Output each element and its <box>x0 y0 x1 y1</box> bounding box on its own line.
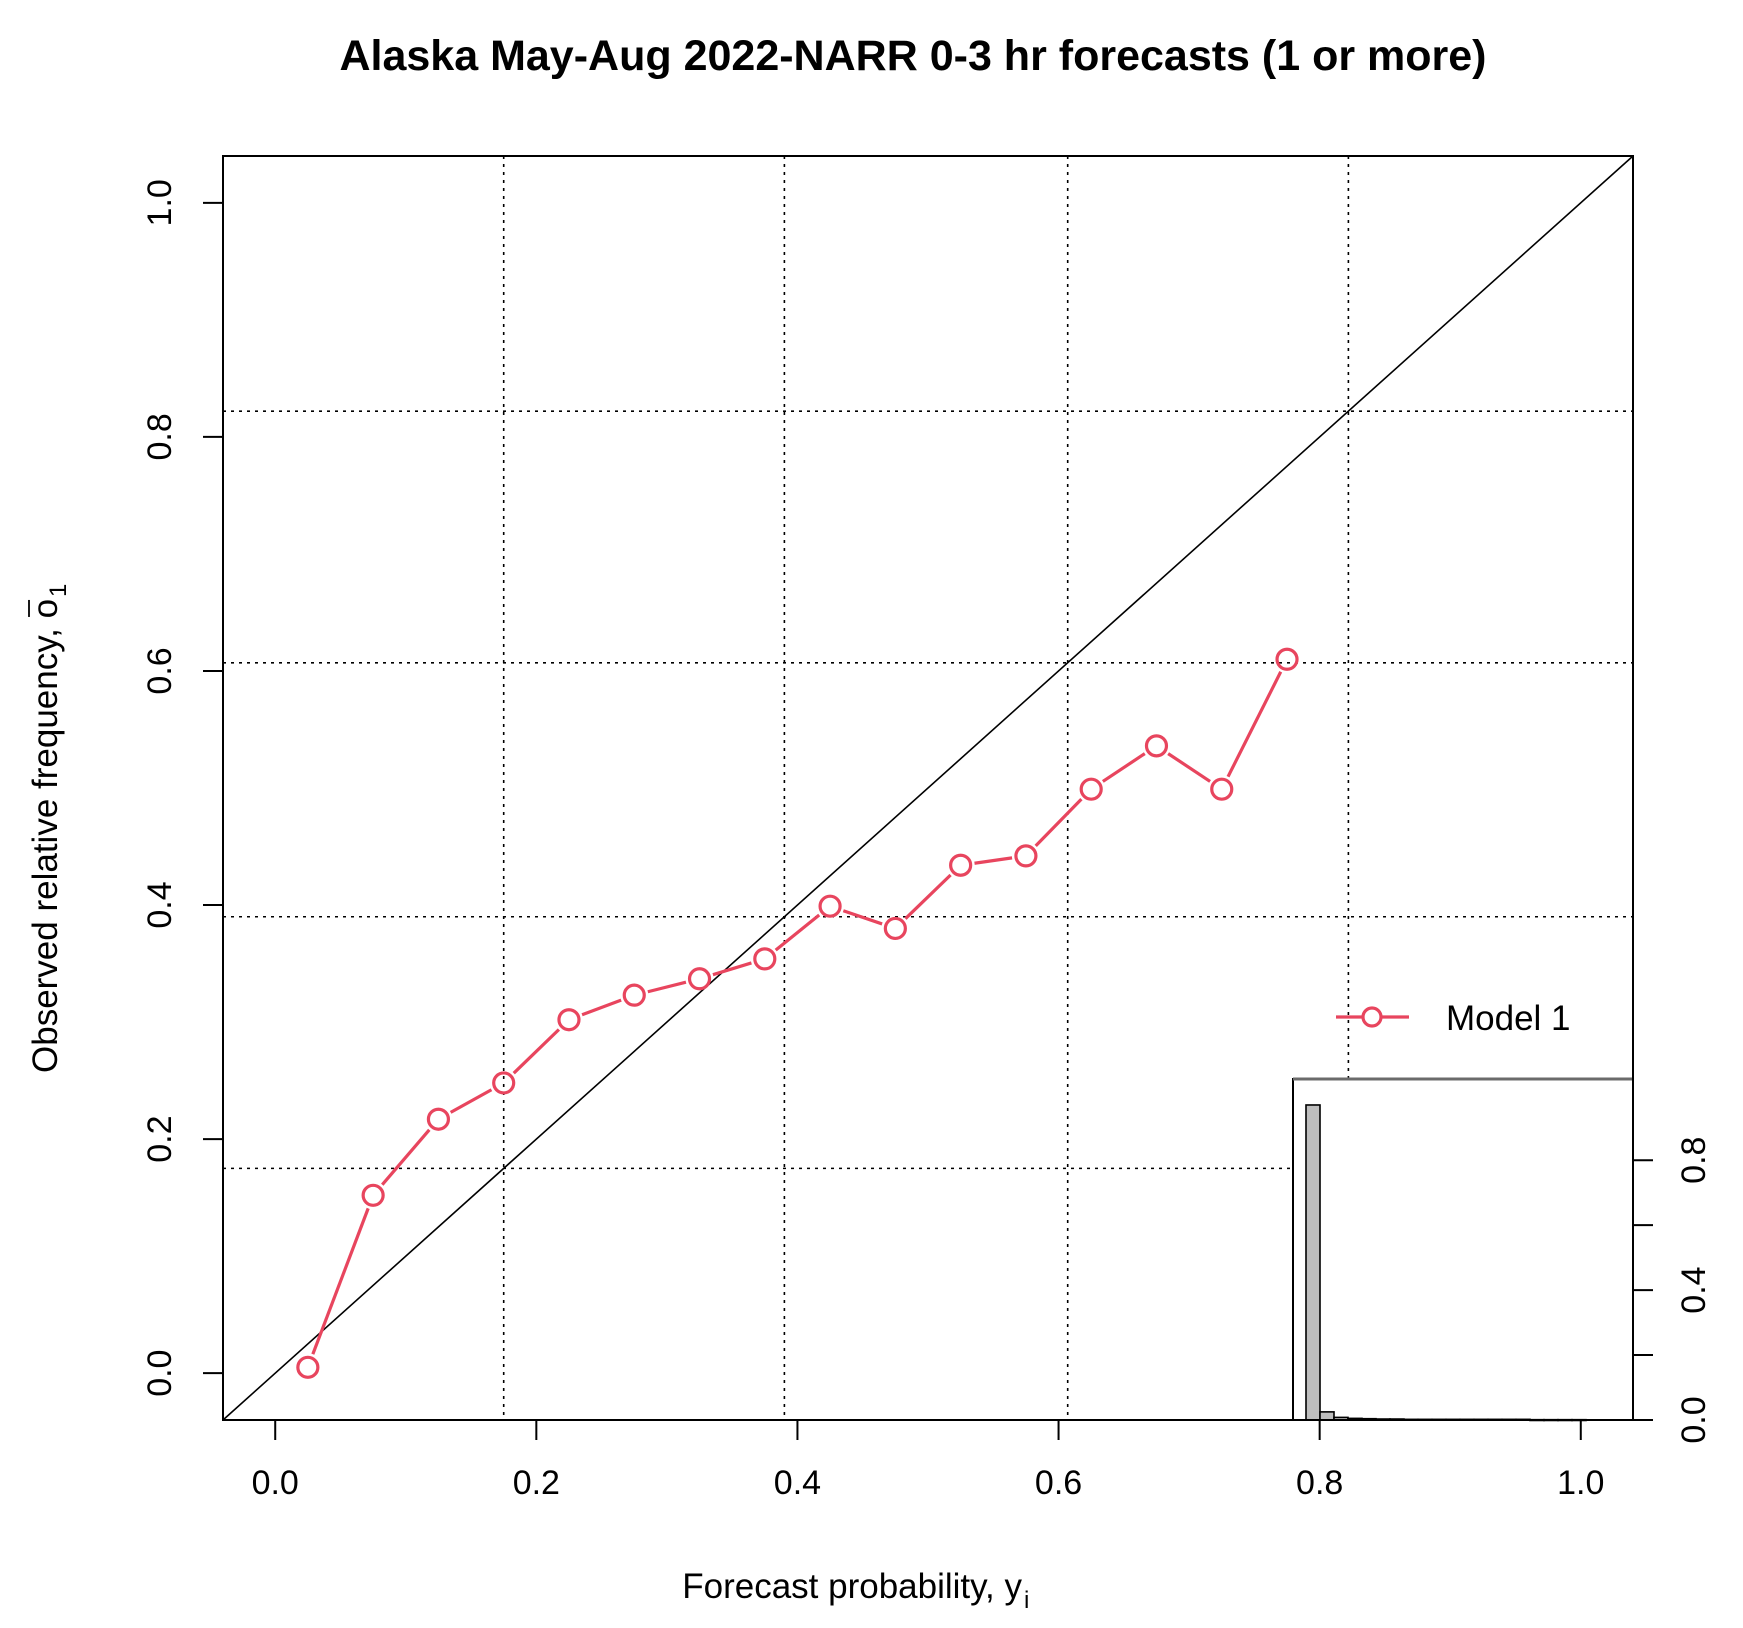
y-axis-label-extras: 1 <box>28 584 72 617</box>
data-point <box>557 1008 581 1032</box>
series-segment <box>1034 798 1083 847</box>
y-axis-label: Observed relative frequency, o <box>26 599 65 1073</box>
data-point <box>753 947 777 971</box>
series-segment <box>974 856 1013 865</box>
data-point <box>296 1355 320 1379</box>
y-axis-label-subscript: 1 <box>45 584 72 597</box>
series-segment <box>647 980 687 994</box>
series-segment <box>581 998 622 1017</box>
y-tick-label: 0.6 <box>141 647 179 694</box>
chart-title: Alaska May-Aug 2022-NARR 0-3 hr forecast… <box>339 32 1486 80</box>
histogram-bar <box>1319 1411 1335 1421</box>
y-tick-label: 0.0 <box>141 1350 179 1397</box>
data-point <box>687 967 712 991</box>
series-segment <box>712 961 752 977</box>
y-tick-label: 0.2 <box>141 1115 179 1162</box>
data-point <box>818 894 842 918</box>
series-segment <box>1101 752 1146 783</box>
data-point <box>492 1071 516 1095</box>
series-segment <box>512 1028 561 1075</box>
data-point <box>883 916 907 941</box>
legend: Model 1 <box>1336 999 1571 1038</box>
data-point <box>1144 734 1169 758</box>
x-axis: 0.0 0.2 0.4 0.6 0.8 1.0 <box>252 1419 1604 1502</box>
series-segment <box>1167 752 1211 783</box>
series-segment <box>1226 671 1283 778</box>
model-series <box>296 647 1299 1379</box>
legend-marker <box>1361 1006 1383 1028</box>
y-tick-label: 0.4 <box>141 881 179 928</box>
data-point <box>426 1107 451 1131</box>
data-point <box>1079 777 1103 801</box>
series-segment <box>381 1128 431 1186</box>
x-axis-label-subscript: i <box>1024 1587 1029 1614</box>
grid-lines <box>223 156 1633 1420</box>
x-tick-label: 0.8 <box>1296 1464 1343 1502</box>
data-point <box>1014 844 1038 868</box>
x-tick-label: 1.0 <box>1557 1464 1604 1502</box>
inset-frame <box>1292 1078 1634 1421</box>
inset-tick-label: 0.0 <box>1675 1396 1713 1443</box>
y-axis: 0.0 0.2 0.4 0.6 0.8 1.0 <box>141 179 224 1397</box>
x-tick-label: 0.2 <box>513 1464 560 1502</box>
series-segment <box>311 1207 370 1355</box>
data-point <box>1275 647 1299 671</box>
series-segment <box>774 913 821 952</box>
x-tick-label: 0.6 <box>1035 1464 1082 1502</box>
inset-tick-label: 0.4 <box>1675 1266 1713 1313</box>
inset-histogram: 0.0 0.4 0.8 <box>1292 1077 1713 1444</box>
perfect-reliability-line <box>222 155 1634 1421</box>
x-tick-label: 0.4 <box>774 1464 821 1502</box>
data-point <box>622 983 646 1007</box>
histogram-bar <box>1305 1104 1321 1421</box>
y-axis-label-group: Observed relative frequency, o <box>26 599 65 1073</box>
x-axis-label: Forecast probability, y <box>682 1567 1022 1606</box>
y-tick-label: 0.8 <box>141 413 179 460</box>
y-tick-label: 1.0 <box>141 179 179 226</box>
data-point <box>1210 777 1234 801</box>
data-point <box>949 853 973 877</box>
x-tick-label: 0.0 <box>252 1464 299 1502</box>
inset-tick-label: 0.8 <box>1675 1137 1713 1184</box>
series-segment <box>842 909 883 926</box>
legend-label-model-1: Model 1 <box>1446 999 1571 1038</box>
data-point <box>361 1183 385 1207</box>
series-segment <box>449 1088 493 1114</box>
series-segment <box>904 873 952 920</box>
